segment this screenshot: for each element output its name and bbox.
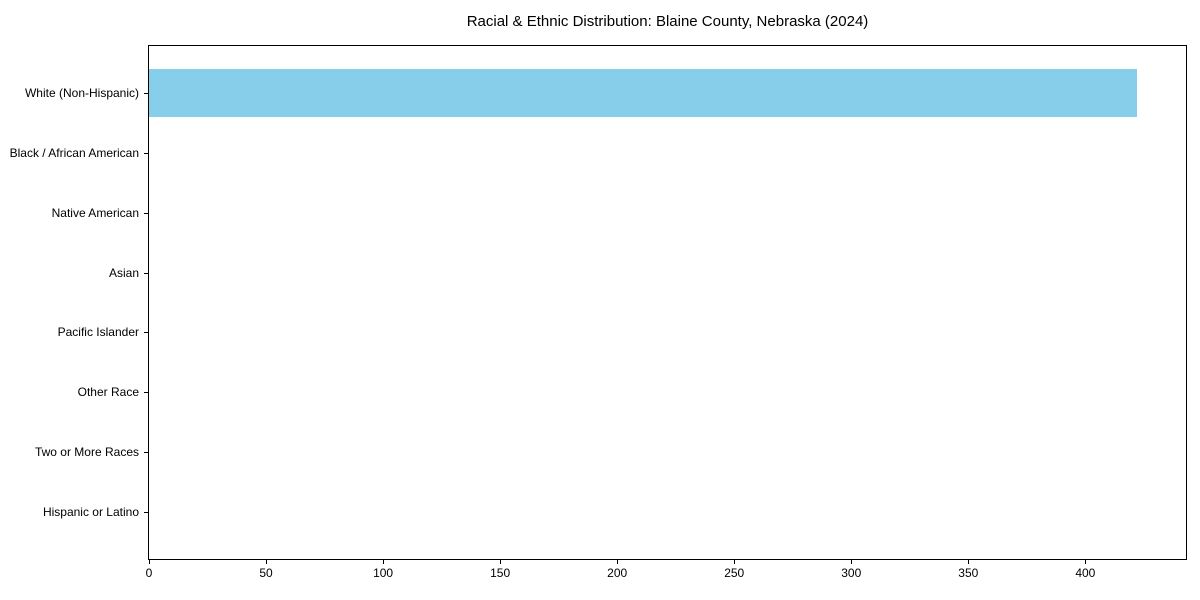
- y-tick-label-hispanic-or-latino: Hispanic or Latino: [42, 504, 139, 519]
- chart-title: Racial & Ethnic Distribution: Blaine Cou…: [466, 13, 869, 30]
- x-tick-label: 150: [490, 566, 511, 580]
- y-tick-label-native-american: Native American: [51, 205, 139, 220]
- x-tick-label: 250: [724, 566, 745, 580]
- y-tick-label-pacific-islander: Pacific Islander: [57, 325, 139, 340]
- y-tick-mark: [144, 212, 148, 214]
- bar-white-non-hispanic: [149, 69, 1137, 118]
- y-tick-label-other-race: Other Race: [77, 385, 139, 400]
- y-tick-label-asian: Asian: [108, 265, 139, 280]
- x-tick-label: 50: [259, 566, 273, 580]
- x-tick-label: 0: [145, 566, 153, 580]
- x-tick-mark: [851, 560, 853, 564]
- y-tick-label-white-non-hispanic: White (Non-Hispanic): [24, 86, 139, 101]
- x-tick-mark: [266, 560, 268, 564]
- x-tick-mark: [1085, 560, 1087, 564]
- y-tick-mark: [144, 332, 148, 334]
- x-tick-label: 350: [958, 566, 979, 580]
- x-tick-mark: [500, 560, 502, 564]
- y-tick-mark: [144, 392, 148, 394]
- y-tick-mark: [144, 272, 148, 274]
- x-tick-mark: [968, 560, 970, 564]
- x-tick-label: 100: [373, 566, 394, 580]
- x-tick-mark: [617, 560, 619, 564]
- x-tick-label: 300: [841, 566, 862, 580]
- plot-area: [148, 45, 1187, 560]
- x-tick-mark: [734, 560, 736, 564]
- y-tick-mark: [144, 511, 148, 513]
- x-tick-mark: [149, 560, 150, 564]
- y-tick-label-two-or-more-races: Two or More Races: [34, 444, 139, 459]
- y-tick-mark: [144, 93, 148, 95]
- y-tick-label-black-african-american: Black / African American: [9, 146, 139, 161]
- x-tick-label: 400: [1075, 566, 1096, 580]
- y-tick-mark: [144, 153, 148, 155]
- x-tick-mark: [383, 560, 385, 564]
- y-tick-mark: [144, 451, 148, 453]
- x-tick-label: 200: [607, 566, 628, 580]
